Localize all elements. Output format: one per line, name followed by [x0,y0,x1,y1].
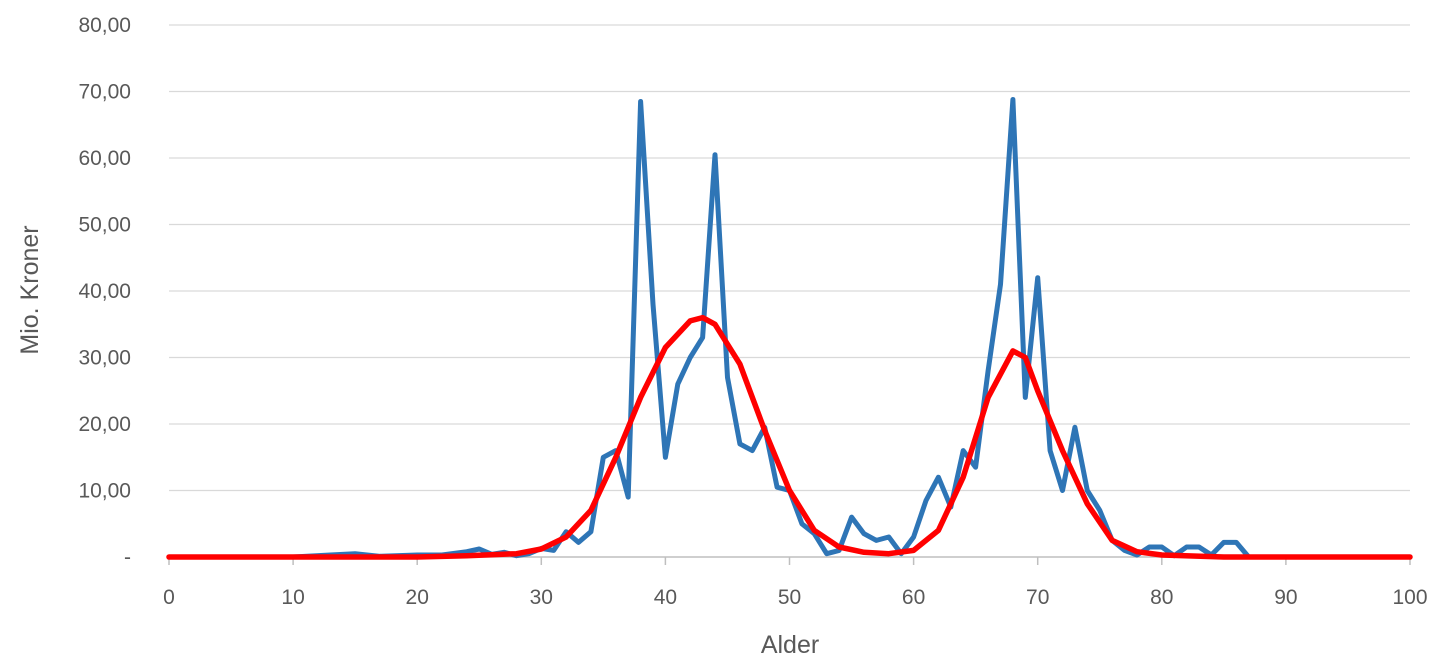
y-tick-label: - [124,546,131,569]
series-line-fitted [166,314,1413,560]
series-lines [166,97,1413,560]
x-tick-label: 50 [778,586,801,609]
y-tick-label: 50,00 [78,214,131,237]
y-tick-label: 40,00 [78,280,131,303]
y-tick-label: 60,00 [78,147,131,170]
x-tick-label: 80 [1150,586,1173,609]
y-axis-title: Mio. Kroner [16,225,44,354]
x-tick-label: 100 [1392,586,1427,609]
x-tick-label: 10 [281,586,304,609]
x-tick-label: 0 [163,586,175,609]
y-tick-label: 10,00 [78,480,131,503]
y-tick-label: 80,00 [78,14,131,37]
x-tick-label: 40 [654,586,677,609]
x-tick-label: 70 [1026,586,1049,609]
x-tick-label: 30 [530,586,553,609]
x-tick-label: 20 [406,586,429,609]
x-axis-tick-labels: 0 10 20 30 40 50 60 70 80 90 100 [163,586,1427,609]
x-axis-title: Alder [761,631,819,659]
y-tick-label: 20,00 [78,413,131,436]
y-axis-tick-labels: - 10,00 20,00 30,00 40,00 50,00 60,00 70,00 80,0… [78,14,131,569]
y-tick-label: 30,00 [78,347,131,370]
y-tick-label: 70,00 [78,81,131,104]
x-tick-label: 90 [1274,586,1297,609]
x-tick-label: 60 [902,586,925,609]
